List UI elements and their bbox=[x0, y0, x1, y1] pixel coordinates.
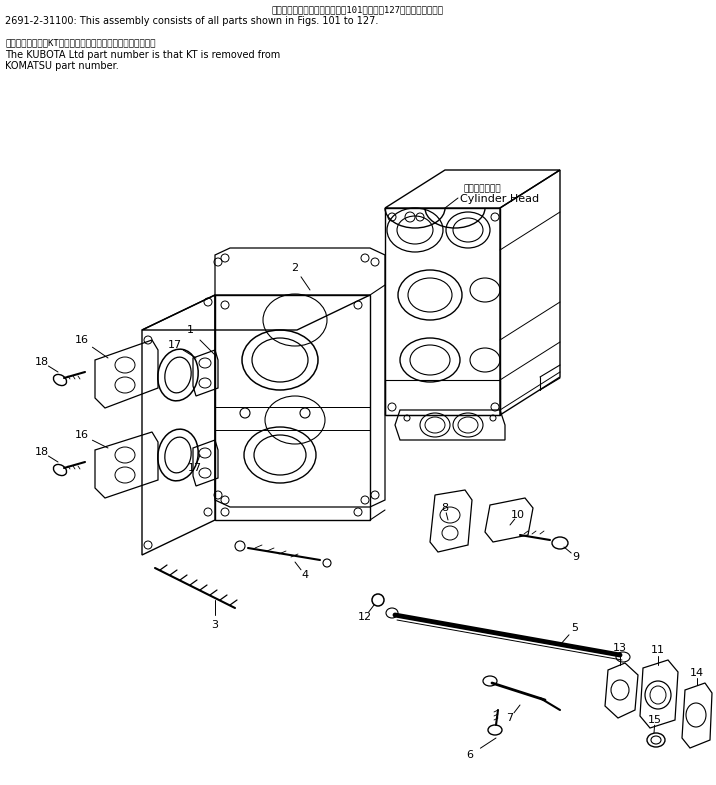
Text: 2: 2 bbox=[291, 263, 299, 273]
Text: シリンダヘッド: シリンダヘッド bbox=[463, 184, 500, 193]
Text: このアセンブリの構成部品は第101図から第127図まであります。: このアセンブリの構成部品は第101図から第127図まであります。 bbox=[272, 5, 444, 14]
Text: 16: 16 bbox=[75, 335, 89, 345]
Text: 7: 7 bbox=[506, 713, 513, 723]
Text: 9: 9 bbox=[572, 552, 579, 562]
Text: 8: 8 bbox=[442, 503, 448, 513]
Text: 12: 12 bbox=[358, 612, 372, 622]
Text: 17: 17 bbox=[168, 340, 182, 350]
Text: 3: 3 bbox=[211, 620, 218, 630]
Text: 18: 18 bbox=[35, 357, 49, 367]
Text: The KUBOTA Ltd part number is that KT is removed from: The KUBOTA Ltd part number is that KT is… bbox=[5, 50, 280, 60]
Text: 2691-2-31100: This assembly consists of all parts shown in Figs. 101 to 127.: 2691-2-31100: This assembly consists of … bbox=[5, 16, 378, 26]
Text: 11: 11 bbox=[651, 645, 665, 655]
Text: 10: 10 bbox=[511, 510, 525, 520]
Text: 1: 1 bbox=[186, 325, 193, 335]
Text: 16: 16 bbox=[75, 430, 89, 440]
Text: 5: 5 bbox=[571, 623, 579, 633]
Text: 6: 6 bbox=[467, 750, 473, 760]
Text: 15: 15 bbox=[648, 715, 662, 725]
Text: 17: 17 bbox=[188, 463, 202, 473]
Text: Cylinder Head: Cylinder Head bbox=[460, 194, 539, 204]
Text: 品番のメーカ記号KTを除いたものが久保田鉄工の品番です。: 品番のメーカ記号KTを除いたものが久保田鉄工の品番です。 bbox=[5, 38, 155, 47]
Text: 18: 18 bbox=[35, 447, 49, 457]
Text: 13: 13 bbox=[613, 643, 627, 653]
Text: 4: 4 bbox=[301, 570, 309, 580]
Text: KOMATSU part number.: KOMATSU part number. bbox=[5, 61, 119, 71]
Text: 14: 14 bbox=[690, 668, 704, 678]
